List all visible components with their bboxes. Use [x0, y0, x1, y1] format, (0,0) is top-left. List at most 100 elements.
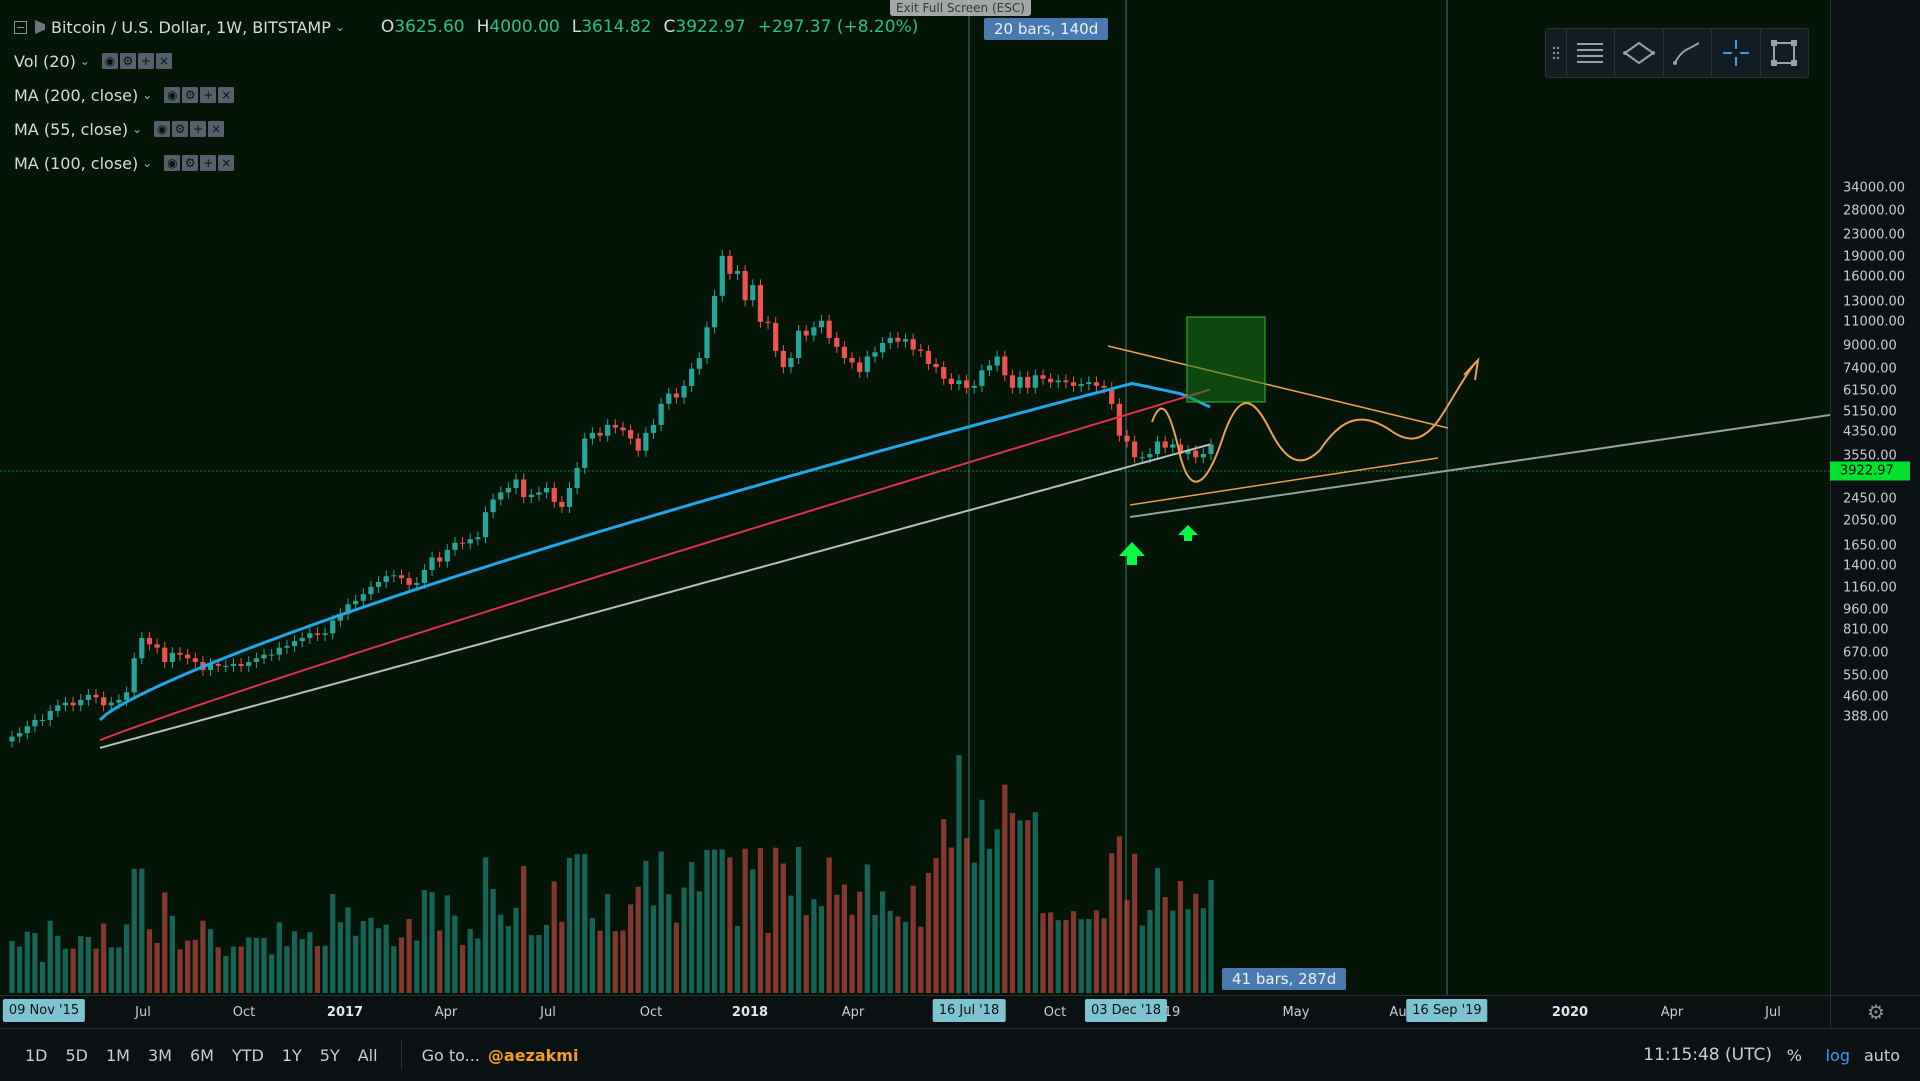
candle-body — [734, 270, 741, 274]
volume-bar — [673, 922, 680, 993]
gear-icon[interactable]: ⚙ — [182, 155, 199, 171]
plus-icon[interactable]: + — [200, 155, 217, 171]
candle-body — [818, 320, 825, 328]
price-tick-label: 6150.00 — [1843, 383, 1897, 399]
indicator-row[interactable]: Vol (20) ⌄ ◉ ⚙ + × — [14, 44, 918, 78]
auto-scale-toggle[interactable]: auto — [1863, 1045, 1900, 1065]
chevron-down-icon[interactable]: ⌄ — [334, 20, 345, 34]
gear-icon[interactable]: ⚙ — [182, 87, 199, 103]
resistance-trendline — [1107, 345, 1449, 429]
volume-bar — [666, 894, 672, 993]
volume-bar — [910, 885, 916, 993]
frame-icon[interactable] — [1759, 29, 1808, 77]
price-tick-label: 960.00 — [1843, 602, 1889, 618]
eye-icon[interactable]: ◉ — [164, 155, 181, 171]
crosshair-icon[interactable] — [1711, 29, 1759, 77]
open-value: 3625.60 — [394, 17, 465, 37]
price-chart[interactable] — [0, 0, 1830, 995]
candle-body — [620, 427, 626, 431]
indicator-row[interactable]: MA (200, close) ⌄ ◉ ⚙ + × — [14, 78, 918, 112]
low-value: 3614.82 — [581, 17, 652, 37]
range-button[interactable]: 5Y — [319, 1045, 340, 1065]
candle-body — [116, 699, 122, 703]
chevron-down-icon[interactable]: ⌄ — [142, 88, 153, 102]
goto-date-button[interactable]: Go to... — [421, 1045, 480, 1065]
volume-bar — [841, 884, 848, 993]
range-button[interactable]: 1M — [106, 1045, 130, 1065]
close-icon[interactable]: × — [155, 53, 172, 69]
shape-icon[interactable] — [1614, 29, 1662, 77]
indicator-label[interactable]: MA (100, close) — [14, 153, 139, 173]
plus-icon[interactable]: + — [190, 121, 207, 137]
indicator-label[interactable]: Vol (20) — [14, 51, 76, 71]
candle-body — [1055, 380, 1061, 383]
ma-100-line — [99, 388, 1211, 742]
range-button[interactable]: 1D — [25, 1045, 48, 1065]
range-button[interactable]: YTD — [231, 1045, 264, 1065]
settings-gear-icon[interactable]: ⚙ — [1830, 995, 1920, 1029]
indicator-label[interactable]: MA (55, close) — [14, 119, 129, 139]
volume-bar — [971, 862, 977, 993]
volume-bar — [796, 846, 802, 993]
volume-bar — [32, 933, 38, 993]
candle-body — [337, 614, 343, 621]
range-button[interactable]: 6M — [189, 1045, 214, 1065]
eye-icon[interactable]: ◉ — [154, 121, 171, 137]
eye-icon[interactable]: ◉ — [164, 87, 181, 103]
plus-icon[interactable]: + — [137, 53, 154, 69]
log-scale-toggle[interactable]: log — [1825, 1045, 1850, 1065]
exit-fullscreen-hint[interactable]: Exit Full Screen (ESC) — [890, 0, 1031, 16]
candle-body — [421, 569, 427, 583]
price-tick-label: 1160.00 — [1843, 580, 1897, 596]
volume-bar — [704, 849, 710, 993]
range-button[interactable]: 5D — [65, 1045, 89, 1065]
range-button[interactable]: 1Y — [281, 1045, 302, 1065]
close-icon[interactable]: × — [208, 121, 225, 137]
candle-body — [9, 736, 15, 742]
candle-body — [437, 557, 443, 562]
chevron-down-icon[interactable]: ⌄ — [79, 54, 90, 68]
candle-body — [345, 604, 351, 615]
candle-body — [375, 581, 382, 587]
symbol-title[interactable]: Bitcoin / U.S. Dollar, 1W, BITSTAMP — [51, 17, 331, 37]
eye-icon[interactable]: ◉ — [101, 53, 118, 69]
candle-body — [902, 339, 909, 342]
chart-pane[interactable]: Exit Full Screen (ESC) Bitcoin / U.S. Do… — [0, 0, 1830, 995]
chevron-down-icon[interactable]: ⌄ — [142, 156, 153, 170]
candle-body — [964, 380, 970, 388]
candle-body — [711, 295, 718, 328]
collapse-legend-icon[interactable] — [14, 20, 27, 34]
price-tick-label: 34000.00 — [1843, 180, 1906, 196]
candle-body — [353, 600, 359, 605]
indicator-controls: ◉ ⚙ + × — [164, 155, 236, 171]
range-button[interactable]: All — [357, 1045, 378, 1065]
gear-icon[interactable]: ⚙ — [119, 53, 136, 69]
range-button[interactable]: 3M — [147, 1045, 172, 1065]
time-axis[interactable]: Jul Oct 2017 Apr Jul Oct 2018 Apr Oct May Au 2020 Ap… — [0, 995, 1830, 1029]
volume-bar — [711, 849, 718, 993]
volume-bar — [261, 938, 267, 993]
volume-bar — [933, 858, 939, 993]
time-tick-label: 2018 — [731, 1005, 769, 1020]
price-axis[interactable]: 34000.00 28000.00 23000.00 19000.00 16000.00… — [1830, 0, 1920, 995]
time-tick-label: Oct — [1043, 1005, 1067, 1020]
volume-bar — [1124, 899, 1130, 993]
gear-icon[interactable]: ⚙ — [172, 121, 189, 137]
indicator-row[interactable]: MA (55, close) ⌄ ◉ ⚙ + × — [14, 112, 918, 146]
close-icon[interactable]: × — [218, 87, 235, 103]
grip-icon[interactable] — [1546, 29, 1566, 77]
brush-icon[interactable] — [1662, 29, 1711, 77]
candle-body — [238, 663, 244, 666]
candle-body — [1109, 387, 1115, 404]
percent-scale-toggle[interactable]: % — [1786, 1045, 1802, 1065]
volume-bar — [727, 857, 733, 993]
indicator-label[interactable]: MA (200, close) — [14, 85, 139, 105]
chevron-down-icon[interactable]: ⌄ — [132, 122, 143, 136]
plus-icon[interactable]: + — [200, 87, 217, 103]
utc-clock[interactable]: 11:15:48 (UTC) — [1643, 1045, 1772, 1065]
candle-body — [131, 658, 137, 693]
volume-bar — [39, 961, 46, 993]
close-icon[interactable]: × — [218, 155, 235, 171]
lines-icon[interactable] — [1565, 29, 1614, 77]
indicator-row[interactable]: MA (100, close) ⌄ ◉ ⚙ + × — [14, 146, 918, 180]
